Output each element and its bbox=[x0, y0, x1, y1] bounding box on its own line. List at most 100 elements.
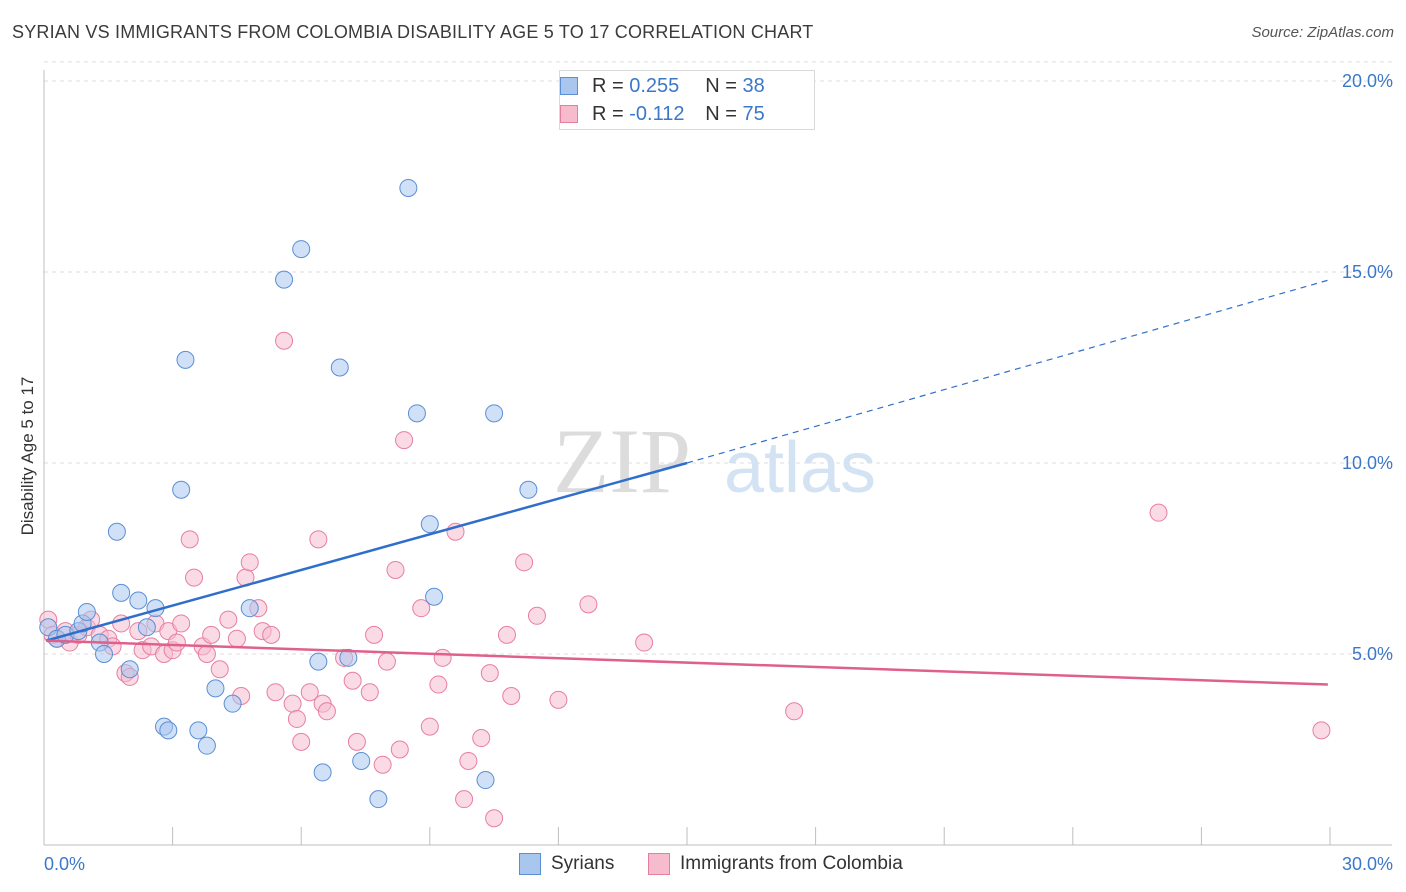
legend-swatch-syrians bbox=[519, 853, 541, 875]
tick-labels: 5.0% 10.0% 15.0% 20.0% 0.0% 30.0% bbox=[44, 71, 1393, 874]
colombia-point bbox=[395, 431, 414, 450]
syrians-point bbox=[129, 591, 148, 610]
colombia-point bbox=[202, 625, 221, 644]
colombia-trend-line bbox=[46, 639, 1328, 686]
axes bbox=[43, 70, 1392, 846]
colombia-point bbox=[412, 599, 431, 618]
colombia-point bbox=[1312, 721, 1331, 740]
colombia-point bbox=[309, 530, 328, 549]
colombia-point bbox=[502, 687, 521, 706]
colombia-point bbox=[343, 671, 362, 690]
colombia-point bbox=[459, 751, 478, 770]
syrians-point bbox=[176, 350, 195, 369]
colombia-point bbox=[455, 790, 474, 809]
colombia-point bbox=[287, 709, 306, 728]
syrians-point bbox=[77, 602, 96, 621]
syrians-point bbox=[292, 240, 311, 259]
colombia-point bbox=[480, 664, 499, 683]
colombia-point bbox=[497, 625, 516, 644]
legend-n-value-colombia: 75 bbox=[742, 102, 765, 125]
syrians-point bbox=[519, 480, 538, 499]
colombia-point bbox=[390, 740, 409, 759]
syrians-point bbox=[313, 763, 332, 782]
y-tick-label-2: 15.0% bbox=[1342, 262, 1393, 282]
legend-n-label: N = bbox=[705, 74, 743, 97]
colombia-point bbox=[185, 568, 204, 587]
colombia-point bbox=[210, 660, 229, 679]
legend-r-label: R = bbox=[592, 102, 630, 125]
syrians-point bbox=[309, 652, 328, 671]
syrians-point bbox=[120, 660, 139, 679]
syrians-point bbox=[240, 599, 259, 618]
colombia-point bbox=[635, 633, 654, 652]
syrians-trend-extension bbox=[686, 279, 1331, 464]
watermark-zip: ZIP bbox=[553, 410, 691, 512]
legend-swatch-syrians bbox=[560, 77, 578, 95]
syrians-point bbox=[95, 645, 114, 663]
colombia-point bbox=[377, 652, 396, 671]
x-tick-label-0: 0.0% bbox=[44, 854, 85, 874]
colombia-point bbox=[275, 331, 294, 350]
colombia-point bbox=[167, 633, 186, 652]
syrians-point bbox=[197, 736, 216, 755]
y-tick-label-1: 10.0% bbox=[1342, 453, 1393, 473]
syrians-point bbox=[275, 270, 294, 289]
watermark-atlas: atlas bbox=[724, 428, 876, 508]
colombia-point bbox=[549, 690, 568, 709]
colombia-point bbox=[485, 809, 504, 828]
y-tick-label-3: 20.0% bbox=[1342, 71, 1393, 91]
colombia-point bbox=[429, 675, 448, 694]
legend-row-colombia: R = -0.112 N = 75 bbox=[560, 101, 765, 127]
legend-swatch-colombia bbox=[560, 105, 578, 123]
trend-lines bbox=[45, 279, 1331, 686]
colombia-point bbox=[420, 717, 439, 736]
colombia-point bbox=[785, 702, 804, 721]
colombia-point bbox=[219, 610, 238, 629]
series-colombia-points bbox=[39, 331, 1331, 828]
syrians-point bbox=[407, 404, 426, 423]
syrians-point bbox=[112, 583, 131, 602]
colombia-point bbox=[527, 606, 546, 625]
colombia-point bbox=[197, 645, 216, 663]
syrians-point bbox=[339, 648, 358, 667]
syrians-point bbox=[420, 515, 439, 534]
syrians-trend-line bbox=[45, 461, 688, 642]
colombia-point bbox=[360, 683, 379, 702]
colombia-point bbox=[386, 560, 405, 579]
colombia-point bbox=[283, 694, 302, 713]
colombia-point bbox=[317, 702, 336, 721]
colombia-point bbox=[180, 530, 199, 549]
legend-row-syrians: R = 0.255 N = 38 bbox=[560, 73, 765, 99]
y-tick-label-0: 5.0% bbox=[1352, 644, 1393, 664]
colombia-point bbox=[266, 683, 285, 702]
colombia-point bbox=[300, 683, 319, 702]
colombia-point bbox=[1149, 503, 1168, 522]
colombia-point bbox=[240, 553, 259, 572]
legend-label-syrians: Syrians bbox=[551, 853, 615, 874]
colombia-point bbox=[433, 648, 452, 667]
syrians-point bbox=[485, 404, 504, 423]
syrians-point bbox=[399, 178, 418, 197]
correlation-legend: R = 0.255 N = 38 R = -0.112 N = 75 bbox=[559, 70, 815, 130]
legend-r-value-colombia: -0.112 bbox=[629, 102, 685, 125]
colombia-point bbox=[172, 614, 191, 633]
colombia-point bbox=[373, 755, 392, 774]
series-legend-colombia: Immigrants from Colombia bbox=[648, 852, 903, 876]
colombia-point bbox=[365, 625, 384, 644]
legend-label-colombia: Immigrants from Colombia bbox=[680, 853, 903, 874]
syrians-point bbox=[425, 587, 444, 606]
legend-r-label: R = bbox=[592, 74, 630, 97]
legend-r-value-syrians: 0.255 bbox=[629, 74, 680, 97]
legend-n-label: N = bbox=[705, 102, 743, 125]
y-axis-label: Disability Age 5 to 17 bbox=[18, 377, 37, 536]
watermark: ZIP atlas bbox=[553, 410, 876, 512]
chart-title: SYRIAN VS IMMIGRANTS FROM COLOMBIA DISAB… bbox=[12, 22, 814, 42]
syrians-point bbox=[107, 522, 126, 541]
syrians-point bbox=[172, 480, 191, 499]
colombia-point bbox=[515, 553, 534, 572]
x-tick-label-1: 30.0% bbox=[1342, 854, 1393, 874]
syrians-point bbox=[352, 751, 371, 770]
source-credit: Source: ZipAtlas.com bbox=[1251, 24, 1394, 41]
colombia-point bbox=[579, 595, 598, 614]
